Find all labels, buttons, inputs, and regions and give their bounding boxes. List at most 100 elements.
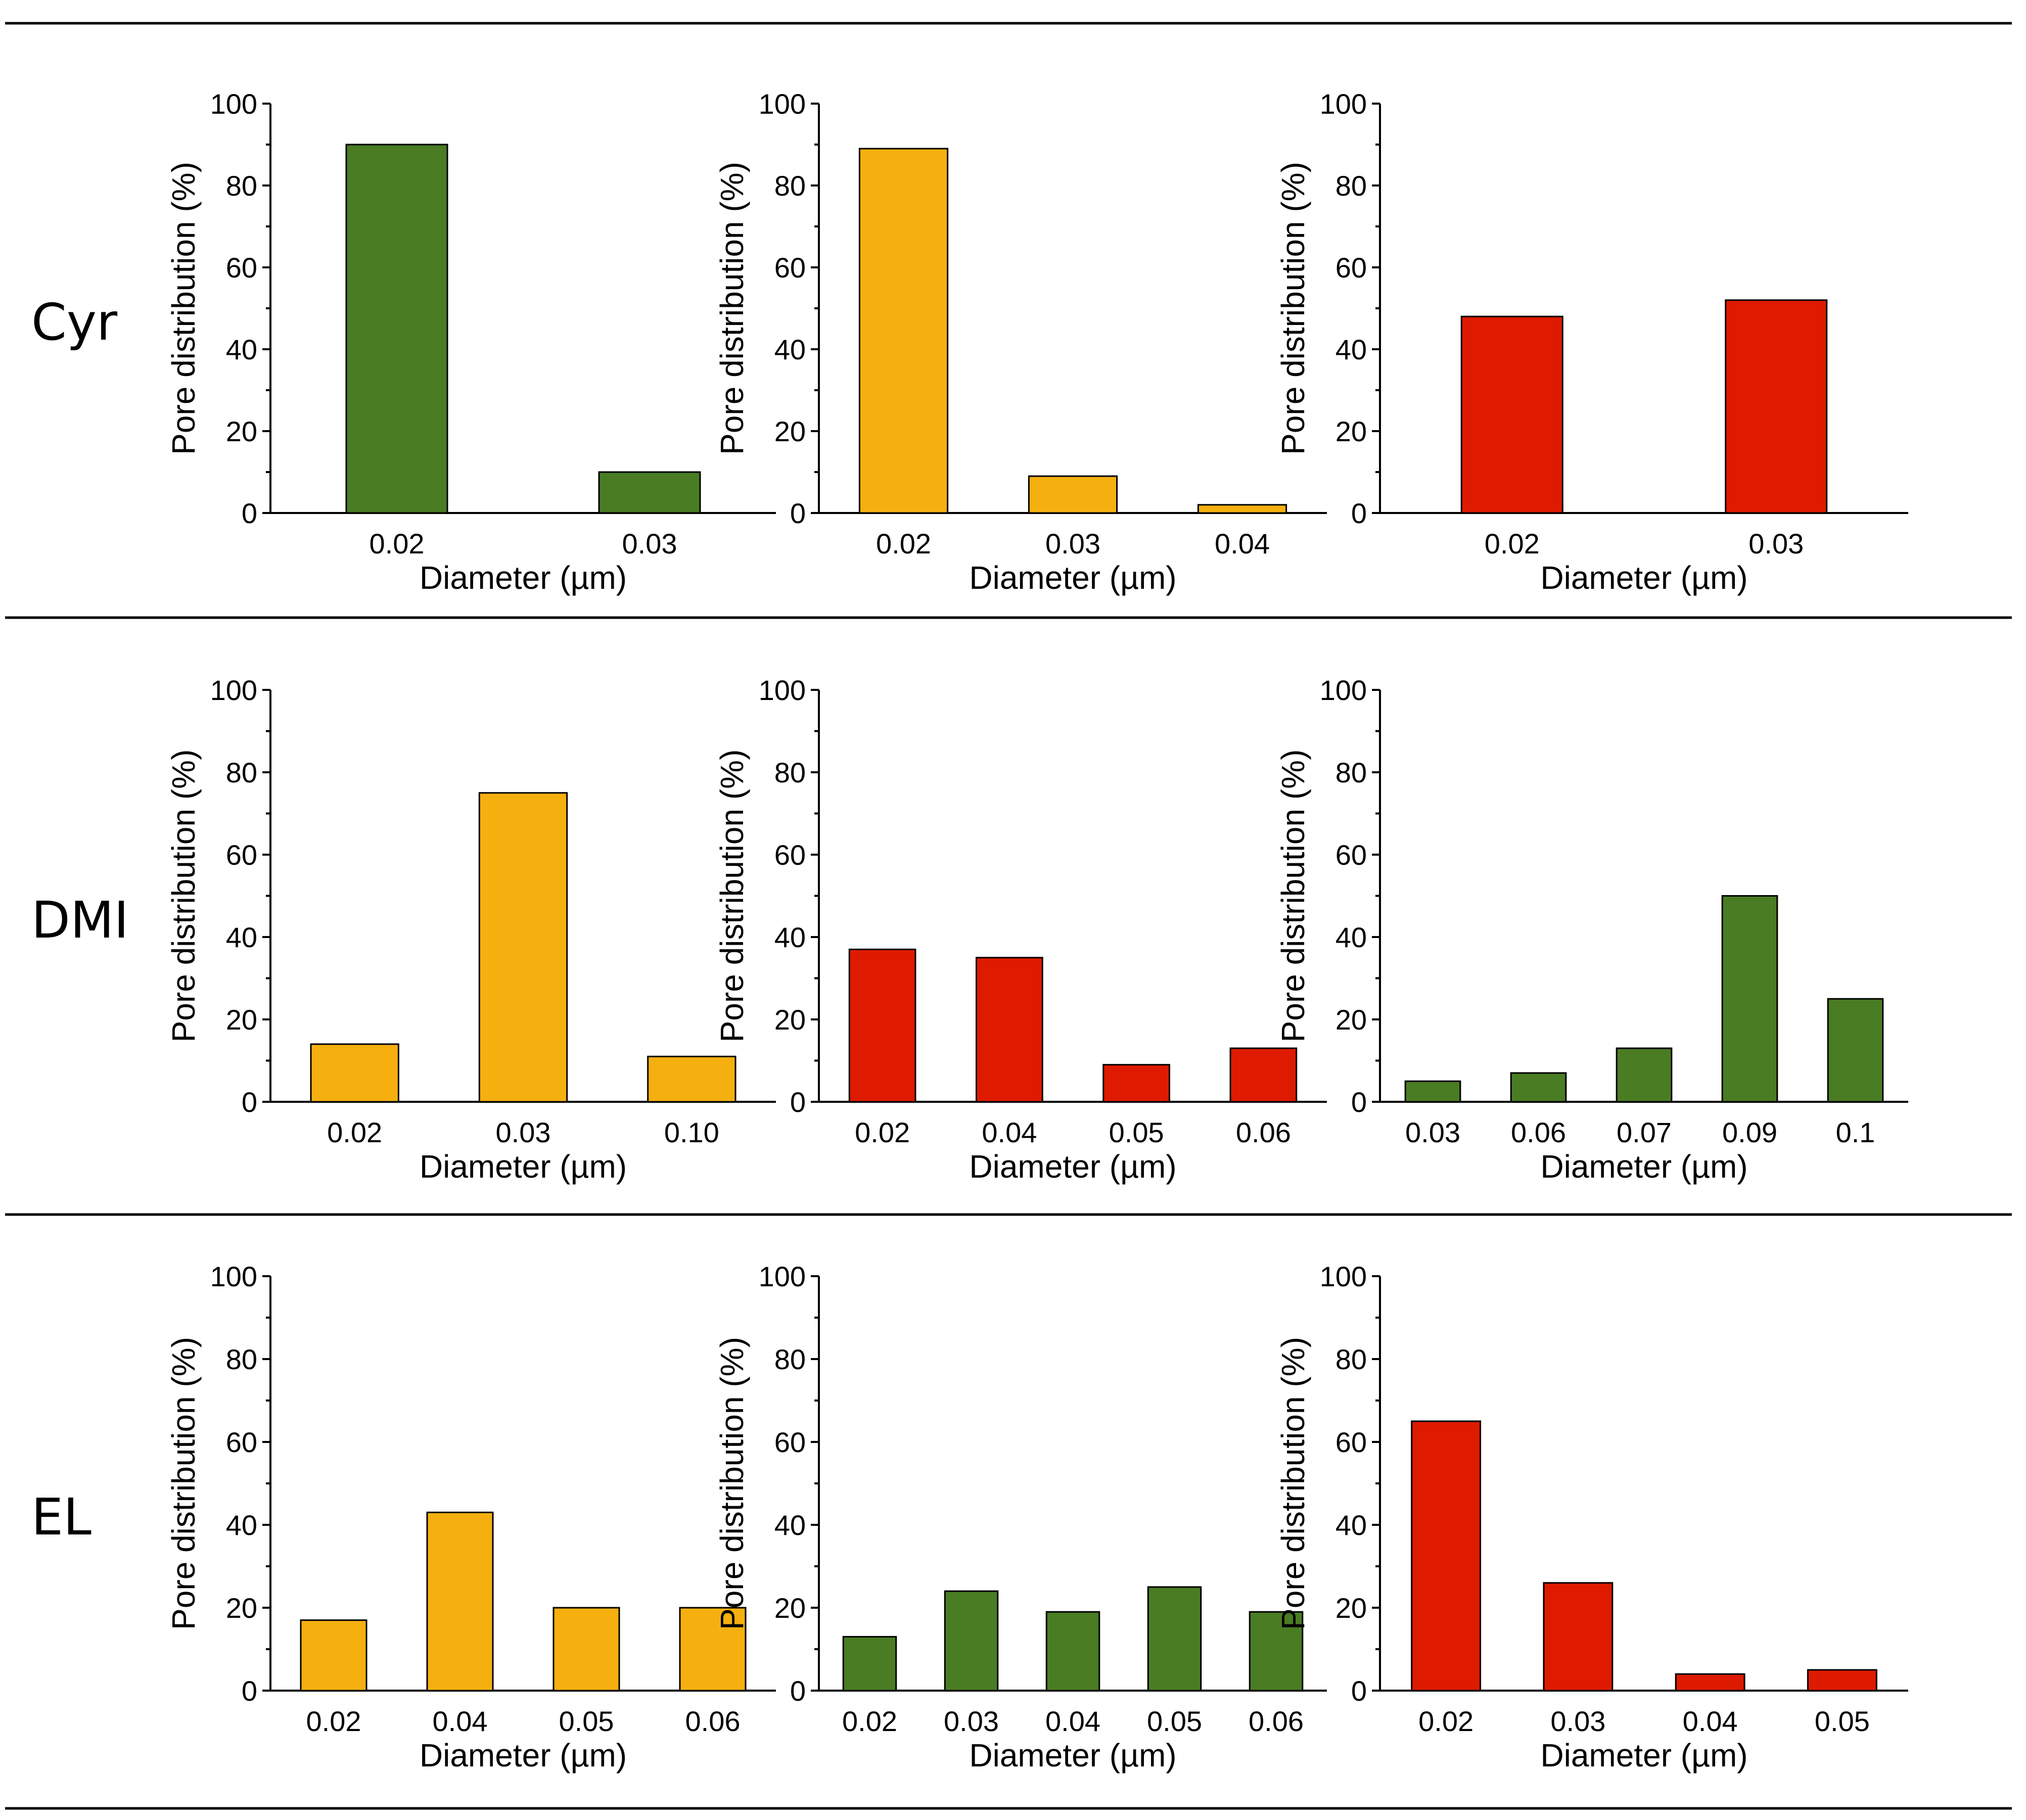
x-tick-label: 0.04 [1045, 1705, 1100, 1737]
chart-7: 0 20 40 60 80 100 0.02 0.04 0.05 0.06 Diameter (µm… [165, 1261, 776, 1774]
y-tick-label: 40 [774, 1509, 806, 1541]
y-tick-label: 80 [774, 1343, 806, 1375]
y-tick-label: 100 [759, 1261, 806, 1292]
x-tick-label: 0.10 [664, 1116, 719, 1148]
chart-5: 0 20 40 60 80 100 0.02 0.04 0.05 0.06 Diameter (µm… [714, 674, 1327, 1185]
y-tick-label: 100 [210, 674, 257, 706]
y-tick-label: 20 [774, 1004, 806, 1036]
x-tick-label: 0.03 [496, 1116, 551, 1148]
row-label-el: EL [31, 1487, 91, 1547]
y-tick-label: 0 [1351, 1086, 1367, 1118]
x-tick-label: 0.04 [1683, 1705, 1738, 1737]
y-axis-title: Pore distribution (%) [165, 162, 202, 455]
y-tick-label: 20 [774, 1592, 806, 1624]
bar [679, 1607, 747, 1692]
y-tick-label: 100 [1320, 1261, 1367, 1292]
y-tick-label: 20 [774, 415, 806, 447]
y-tick-label: 60 [774, 252, 806, 284]
bar [1725, 299, 1828, 514]
y-axis-title: Pore distribution (%) [714, 750, 750, 1043]
y-tick-label: 80 [1336, 1343, 1367, 1375]
x-tick-label: 0.03 [1550, 1705, 1605, 1737]
x-tick-label: 0.04 [433, 1705, 488, 1737]
x-axis-title: Diameter (µm) [1540, 1737, 1747, 1774]
bar [1543, 1582, 1614, 1692]
chart-4: 0 20 40 60 80 100 0.02 0.03 0.10 Diameter (µm) Por… [165, 674, 776, 1185]
y-tick-label: 60 [774, 839, 806, 871]
y-axis-title: Pore distribution (%) [1275, 162, 1311, 455]
x-tick-label: 0.1 [1836, 1116, 1875, 1148]
y-axis-title: Pore distribution (%) [714, 162, 750, 455]
bar [300, 1619, 367, 1692]
y-tick-label: 80 [774, 170, 806, 202]
y-tick-label: 0 [790, 1675, 806, 1707]
y-tick-label: 100 [759, 88, 806, 120]
y-tick-label: 40 [774, 334, 806, 365]
row-label-dmi: DMI [31, 891, 129, 950]
y-tick-label: 80 [226, 170, 257, 202]
x-axis-title: Diameter (µm) [969, 1737, 1176, 1774]
y-tick-label: 80 [226, 757, 257, 788]
x-tick-label: 0.02 [306, 1705, 361, 1737]
bar [1028, 475, 1118, 514]
x-tick-label: 0.03 [1045, 528, 1100, 559]
bar [848, 948, 916, 1103]
x-tick-label: 0.05 [559, 1705, 614, 1737]
y-tick-label: 20 [226, 415, 257, 447]
x-tick-label: 0.09 [1722, 1116, 1777, 1148]
x-tick-label: 0.03 [1405, 1116, 1460, 1148]
y-tick-label: 40 [1336, 1509, 1367, 1541]
bar [1249, 1611, 1304, 1692]
y-axis-title: Pore distribution (%) [1275, 1337, 1311, 1630]
bar [842, 1636, 897, 1692]
y-tick-label: 80 [774, 757, 806, 788]
y-tick-label: 0 [1351, 497, 1367, 529]
x-axis-title: Diameter (µm) [1540, 559, 1747, 596]
y-tick-label: 40 [226, 334, 257, 365]
y-tick-label: 60 [1336, 839, 1367, 871]
x-tick-label: 0.03 [1748, 528, 1804, 559]
y-tick-label: 20 [226, 1004, 257, 1036]
bar [1675, 1673, 1745, 1692]
chart-2: 0 20 40 60 80 100 0.02 0.03 0.04 Diameter (µm) Por… [714, 88, 1327, 596]
y-tick-label: 80 [1336, 757, 1367, 788]
y-axis-title: Pore distribution (%) [165, 750, 202, 1043]
y-tick-label: 60 [1336, 252, 1367, 284]
y-tick-label: 20 [1336, 1004, 1367, 1036]
y-tick-label: 20 [1336, 415, 1367, 447]
bar [1147, 1586, 1202, 1692]
bar [1460, 315, 1563, 514]
x-tick-label: 0.05 [1815, 1705, 1870, 1737]
y-axis-title: Pore distribution (%) [714, 1337, 750, 1630]
y-axis-title: Pore distribution (%) [1275, 750, 1311, 1043]
x-tick-label: 0.06 [685, 1705, 741, 1737]
x-tick-label: 0.02 [370, 528, 425, 559]
bar [1721, 895, 1778, 1103]
y-tick-label: 100 [210, 88, 257, 120]
bar [552, 1607, 620, 1692]
y-tick-label: 60 [226, 252, 257, 284]
y-tick-label: 60 [226, 1426, 257, 1458]
x-tick-label: 0.03 [944, 1705, 999, 1737]
bar [598, 471, 701, 514]
bar [647, 1055, 736, 1103]
x-tick-label: 0.04 [982, 1116, 1037, 1148]
y-axis-title: Pore distribution (%) [165, 1337, 202, 1630]
x-tick-label: 0.06 [1236, 1116, 1291, 1148]
x-tick-label: 0.02 [876, 528, 931, 559]
y-tick-label: 0 [242, 1086, 257, 1118]
x-tick-label: 0.05 [1109, 1116, 1164, 1148]
chart-6: 0 20 40 60 80 100 0.03 0.06 0.07 0.09 0.1 Diameter … [1275, 674, 1908, 1185]
x-axis-title: Diameter (µm) [969, 559, 1176, 596]
x-tick-label: 0.05 [1147, 1705, 1202, 1737]
bar [1229, 1047, 1298, 1103]
chart-8: 0 20 40 60 80 100 0.02 0.03 0.04 0.05 0.06 Diameter… [714, 1261, 1327, 1774]
y-tick-label: 40 [226, 921, 257, 953]
y-tick-label: 80 [1336, 170, 1367, 202]
y-tick-label: 40 [1336, 334, 1367, 365]
y-tick-label: 20 [226, 1592, 257, 1624]
x-axis-title: Diameter (µm) [1540, 1148, 1747, 1185]
bar [1197, 504, 1287, 514]
